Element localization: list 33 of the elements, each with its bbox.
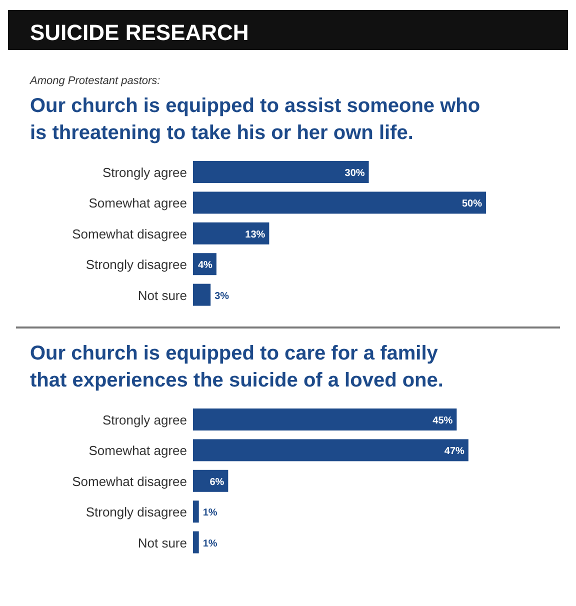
data-label: 1% [202,508,218,519]
data-label: 50% [462,198,482,210]
text: Among Protestant pastors: [29,75,160,87]
data-label: 13% [245,229,266,240]
bar [193,470,228,492]
bar [193,284,211,306]
bar [193,222,270,244]
y-tick-label: Not sure [138,288,187,303]
data-label: 4% [198,260,213,272]
bar [193,500,199,523]
y-tick-label: Strongly agree [102,165,187,180]
y-tick-label: Strongly agree [102,412,187,428]
chart-title: Our church is equipped to assist someone who is threatening to take his or her own life. [30,95,480,144]
y-tick-label: Strongly disagree [86,504,187,520]
data-label: 1% [202,538,218,550]
bar [193,192,486,214]
y-tick-label: Somewhat disagree [72,474,187,489]
data-label: 30% [344,168,365,179]
data-label: 6% [210,476,224,488]
y-tick-label: Somewhat agree [88,196,187,211]
chart-title: Our church is equipped to care for a family that experiences the suicide of a loved one. [30,342,444,392]
data-label: 3% [214,290,230,302]
data-label: 45% [432,416,453,426]
bar [193,439,468,462]
bar [193,408,457,430]
y-tick-label: Somewhat disagree [72,226,187,242]
bar [193,161,369,183]
data-label: 47% [444,446,465,458]
y-tick-label: Strongly disagree [86,257,187,272]
y-tick-label: Not sure [138,535,187,550]
y-tick-label: Somewhat agree [88,443,187,458]
text: SUICIDE RESEARCH [30,20,249,45]
bar [193,531,199,554]
